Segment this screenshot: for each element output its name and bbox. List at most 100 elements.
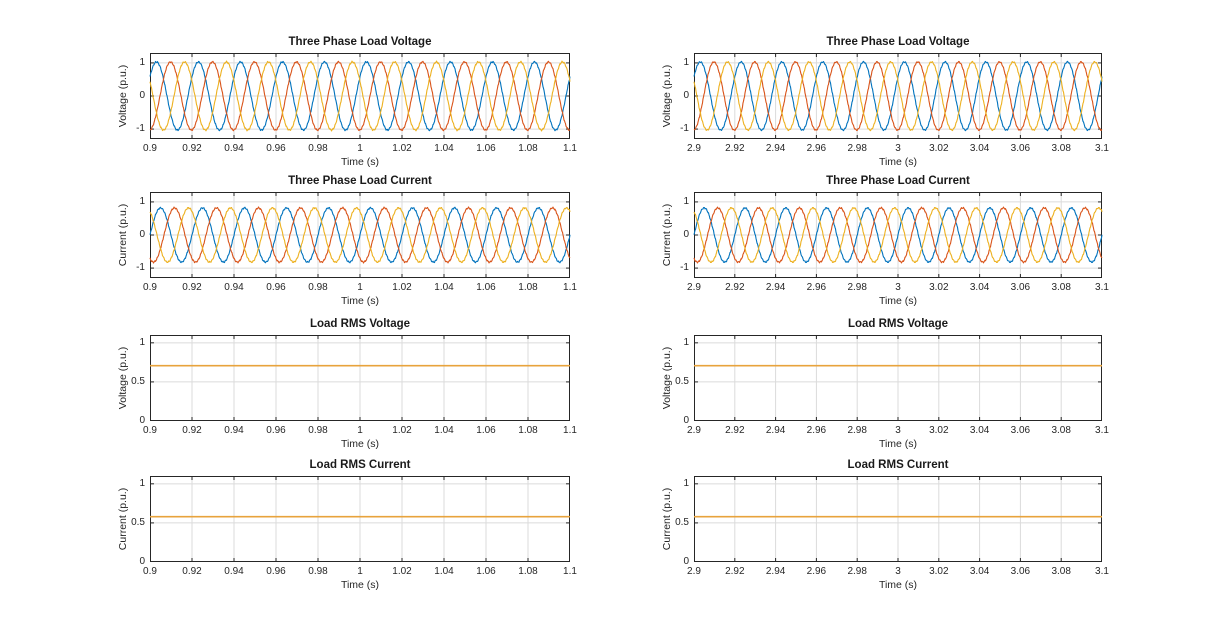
x-tick-label: 1	[357, 566, 363, 577]
y-tick-label: 1	[683, 477, 689, 489]
y-tick-label: 1	[139, 336, 145, 348]
x-tick-label: 2.98	[847, 143, 867, 154]
x-tick-label: 3.06	[1010, 425, 1031, 436]
x-axis-label: Time (s)	[878, 579, 918, 591]
plot-area	[149, 192, 571, 278]
y-tick-label: 1	[683, 195, 689, 207]
x-axis-label: Time (s)	[340, 438, 380, 450]
x-tick-label: 0.98	[308, 566, 328, 577]
x-tick-label: 3.02	[929, 566, 949, 577]
x-tick-label: 2.9	[687, 282, 701, 293]
x-tick-label: 1.02	[392, 566, 412, 577]
y-tick-label: 0	[139, 229, 145, 240]
x-tick-label: 1.02	[392, 425, 412, 436]
x-tick-label: 1.04	[434, 282, 454, 293]
x-tick-label: 2.92	[725, 566, 745, 577]
x-tick-label: 2.94	[765, 566, 786, 577]
x-tick-label: 1.06	[476, 425, 496, 436]
x-tick-label: 1.02	[392, 143, 412, 154]
x-tick-label: 1	[357, 143, 363, 154]
x-tick-label: 3.08	[1051, 143, 1071, 154]
x-tick-label: 2.96	[806, 566, 827, 577]
x-tick-label: 1.08	[518, 282, 538, 293]
x-tick-label: 0.98	[308, 143, 328, 154]
x-tick-label: 2.9	[687, 425, 701, 436]
x-axis-label: Time (s)	[878, 295, 918, 307]
x-tick-label: 0.94	[224, 566, 244, 577]
y-tick-label: 0	[139, 90, 145, 101]
y-tick-label: 0.5	[675, 375, 689, 387]
x-tick-label: 1.08	[518, 425, 538, 436]
plot-title: Three Phase Load Current	[826, 175, 970, 187]
x-tick-label: 3.1	[1095, 282, 1109, 293]
x-tick-label: 3.08	[1051, 425, 1071, 436]
x-tick-label: 0.92	[182, 282, 202, 293]
y-tick-label: 1	[139, 56, 145, 68]
plot-title: Load RMS Current	[309, 459, 411, 471]
x-tick-label: 0.96	[266, 425, 286, 436]
x-tick-label: 1.1	[563, 425, 577, 436]
y-tick-label: 0	[683, 90, 689, 101]
x-tick-label: 2.96	[806, 425, 827, 436]
x-tick-label: 1.1	[563, 143, 577, 154]
x-tick-label: 0.92	[182, 425, 202, 436]
x-tick-label: 0.96	[266, 566, 286, 577]
x-tick-label: 2.98	[847, 566, 867, 577]
subplot-three-phase-load-voltage-late: Three Phase Load Voltage Voltage (p.u.) …	[644, 28, 1114, 180]
y-tick-label: 1	[683, 56, 689, 68]
x-tick-label: 1.06	[476, 282, 496, 293]
plot-area	[693, 53, 1103, 139]
x-axis-label: Time (s)	[878, 156, 918, 168]
x-tick-label: 2.96	[806, 282, 827, 293]
x-tick-label: 3	[895, 282, 901, 293]
plot-title: Load RMS Voltage	[309, 318, 411, 330]
x-tick-label: 3.1	[1095, 566, 1109, 577]
y-tick-label: 1	[139, 477, 145, 489]
x-tick-label: 1.02	[392, 282, 412, 293]
subplot-load-rms-current-early: Load RMS Current Current (p.u.) Time (s)…	[100, 451, 582, 603]
plot-area	[693, 192, 1103, 278]
x-tick-label: 0.92	[182, 566, 202, 577]
plot-title: Three Phase Load Voltage	[826, 36, 970, 48]
x-tick-label: 3.02	[929, 143, 949, 154]
x-tick-label: 1.08	[518, 566, 538, 577]
y-tick-label: 0	[139, 556, 145, 567]
x-tick-label: 3.06	[1010, 282, 1031, 293]
x-tick-label: 0.94	[224, 143, 244, 154]
y-tick-label: -1	[680, 262, 689, 274]
plot-title: Three Phase Load Current	[288, 175, 432, 187]
y-tick-label: 1	[139, 195, 145, 207]
x-tick-label: 0.9	[143, 282, 157, 293]
x-tick-label: 1	[357, 425, 363, 436]
x-tick-label: 0.98	[308, 425, 328, 436]
x-tick-label: 3.08	[1051, 566, 1071, 577]
x-tick-label: 0.98	[308, 282, 328, 293]
plot-title: Load RMS Voltage	[847, 318, 949, 330]
y-tick-label: 0.5	[675, 516, 689, 528]
plot-title: Load RMS Current	[847, 459, 949, 471]
y-tick-label: -1	[136, 123, 145, 135]
x-tick-label: 2.96	[806, 143, 827, 154]
x-tick-label: 3.04	[969, 425, 990, 436]
x-tick-label: 0.9	[143, 566, 157, 577]
x-tick-label: 0.9	[143, 143, 157, 154]
x-tick-label: 2.92	[725, 282, 745, 293]
x-tick-label: 3.1	[1095, 425, 1109, 436]
x-tick-label: 0.94	[224, 282, 244, 293]
y-tick-label: 0.5	[131, 375, 145, 387]
x-tick-label: 1.1	[563, 566, 577, 577]
x-tick-label: 1.06	[476, 143, 496, 154]
x-tick-label: 0.96	[266, 143, 286, 154]
y-tick-label: 0	[683, 556, 689, 567]
x-tick-label: 0.96	[266, 282, 286, 293]
x-tick-label: 2.98	[847, 282, 867, 293]
x-tick-label: 2.98	[847, 425, 867, 436]
x-tick-label: 1.04	[434, 566, 454, 577]
subplot-three-phase-load-current-late: Three Phase Load Current Current (p.u.) …	[644, 167, 1114, 319]
x-tick-label: 2.94	[765, 143, 786, 154]
x-tick-label: 3.04	[969, 143, 990, 154]
x-tick-label: 3.08	[1051, 282, 1071, 293]
subplot-load-rms-voltage-early: Load RMS Voltage Voltage (p.u.) Time (s)…	[100, 310, 582, 462]
x-tick-label: 0.94	[224, 425, 244, 436]
